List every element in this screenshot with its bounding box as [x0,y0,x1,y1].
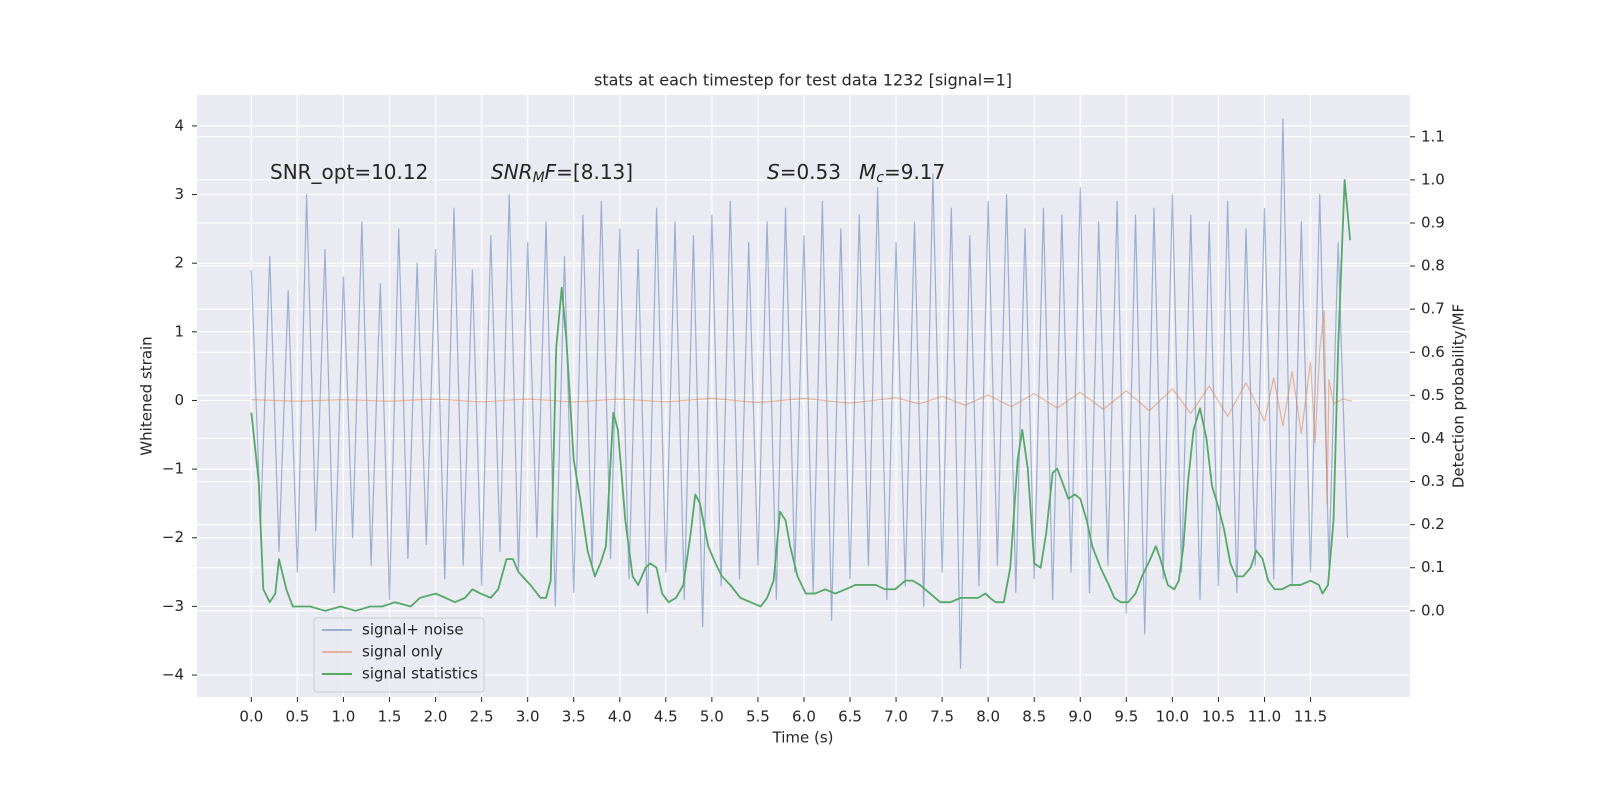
annotation-part: =9.17 [884,160,945,184]
y-tick-label: −2 [162,528,184,546]
x-tick-label: 3.5 [562,708,586,726]
y-tick-label: −1 [162,460,184,478]
annotation-part: M [533,170,545,186]
annotation-part: =[8.13] [556,160,633,184]
x-tick-label: 6.0 [792,708,816,726]
annotation: S=0.53 [767,160,841,184]
x-tick-label: 0.0 [239,708,263,726]
y2-tick-label: 0.9 [1421,213,1445,231]
x-tick-label: 9.5 [1114,708,1138,726]
y2-tick-label: 0.2 [1421,515,1445,533]
x-tick-label: 11.5 [1294,708,1327,726]
x-tick-label: 9.0 [1068,708,1092,726]
x-tick-label: 1.5 [378,708,402,726]
annotation-part: F [545,160,557,184]
x-tick-label: 10.5 [1202,708,1235,726]
y2-tick-label: 0.4 [1421,429,1445,447]
x-tick-label: 1.0 [332,708,356,726]
x-tick-label: 6.5 [838,708,862,726]
annotation-part: SNR [491,160,533,184]
y-tick-label: 4 [174,116,184,134]
x-tick-label: 2.5 [470,708,494,726]
x-tick-label: 5.0 [700,708,724,726]
x-tick-label: 8.0 [976,708,1000,726]
y2-tick-label: 1.1 [1421,127,1445,145]
series-line [250,118,1348,669]
y2-tick-label: 0.5 [1421,386,1445,404]
y2-axis-label: Detection probability/MF [1450,304,1468,488]
y-axis-label: Whitened strain [138,336,156,455]
y-tick-label: −4 [162,666,184,684]
legend-label: signal statistics [362,665,478,683]
x-axis-label: Time (s) [772,729,834,747]
x-tick-label: 11.0 [1248,708,1281,726]
series-line [250,178,1352,612]
x-tick-label: 3.0 [516,708,540,726]
y2-tick-label: 0.7 [1421,300,1445,318]
annotation: SNRMF=[8.13] [491,160,633,187]
annotation-part: M [859,160,876,184]
x-tick-label: 8.5 [1022,708,1046,726]
x-tick-label: 7.5 [930,708,954,726]
y2-tick-label: 0.3 [1421,472,1445,490]
annotation-part: SNR_opt=10.12 [270,160,428,184]
x-tick-label: 10.0 [1156,708,1189,726]
series-line [251,310,1353,505]
y2-tick-label: 0.0 [1421,601,1445,619]
annotation-part: S [767,160,780,184]
annotation: SNR_opt=10.12 [270,160,428,184]
y-tick-label: −3 [162,597,184,615]
x-tick-label: 2.0 [424,708,448,726]
x-tick-label: 4.0 [608,708,632,726]
y2-tick-label: 0.8 [1421,257,1445,275]
y2-tick-label: 0.6 [1421,343,1445,361]
y-tick-label: 0 [174,391,184,409]
x-tick-label: 7.0 [884,708,908,726]
y-tick-label: 3 [174,185,184,203]
legend-label: signal+ noise [362,621,464,639]
legend-box [313,617,485,693]
y2-tick-label: 1.0 [1421,170,1445,188]
x-tick-label: 5.5 [746,708,770,726]
x-tick-label: 4.5 [654,708,678,726]
x-tick-label: 0.5 [285,708,309,726]
y-tick-label: 1 [174,322,184,340]
annotation-part: =0.53 [780,160,841,184]
y-tick-label: 2 [174,254,184,272]
legend: signal+ noise signal only signal statistic… [313,617,485,693]
chart-title: stats at each timestep for test data 123… [594,71,1012,90]
y2-tick-label: 0.1 [1421,558,1445,576]
annotation-part: c [876,170,884,186]
legend-label: signal only [362,643,443,661]
marks [250,118,1353,669]
annotation: Mc=9.17 [859,160,945,187]
